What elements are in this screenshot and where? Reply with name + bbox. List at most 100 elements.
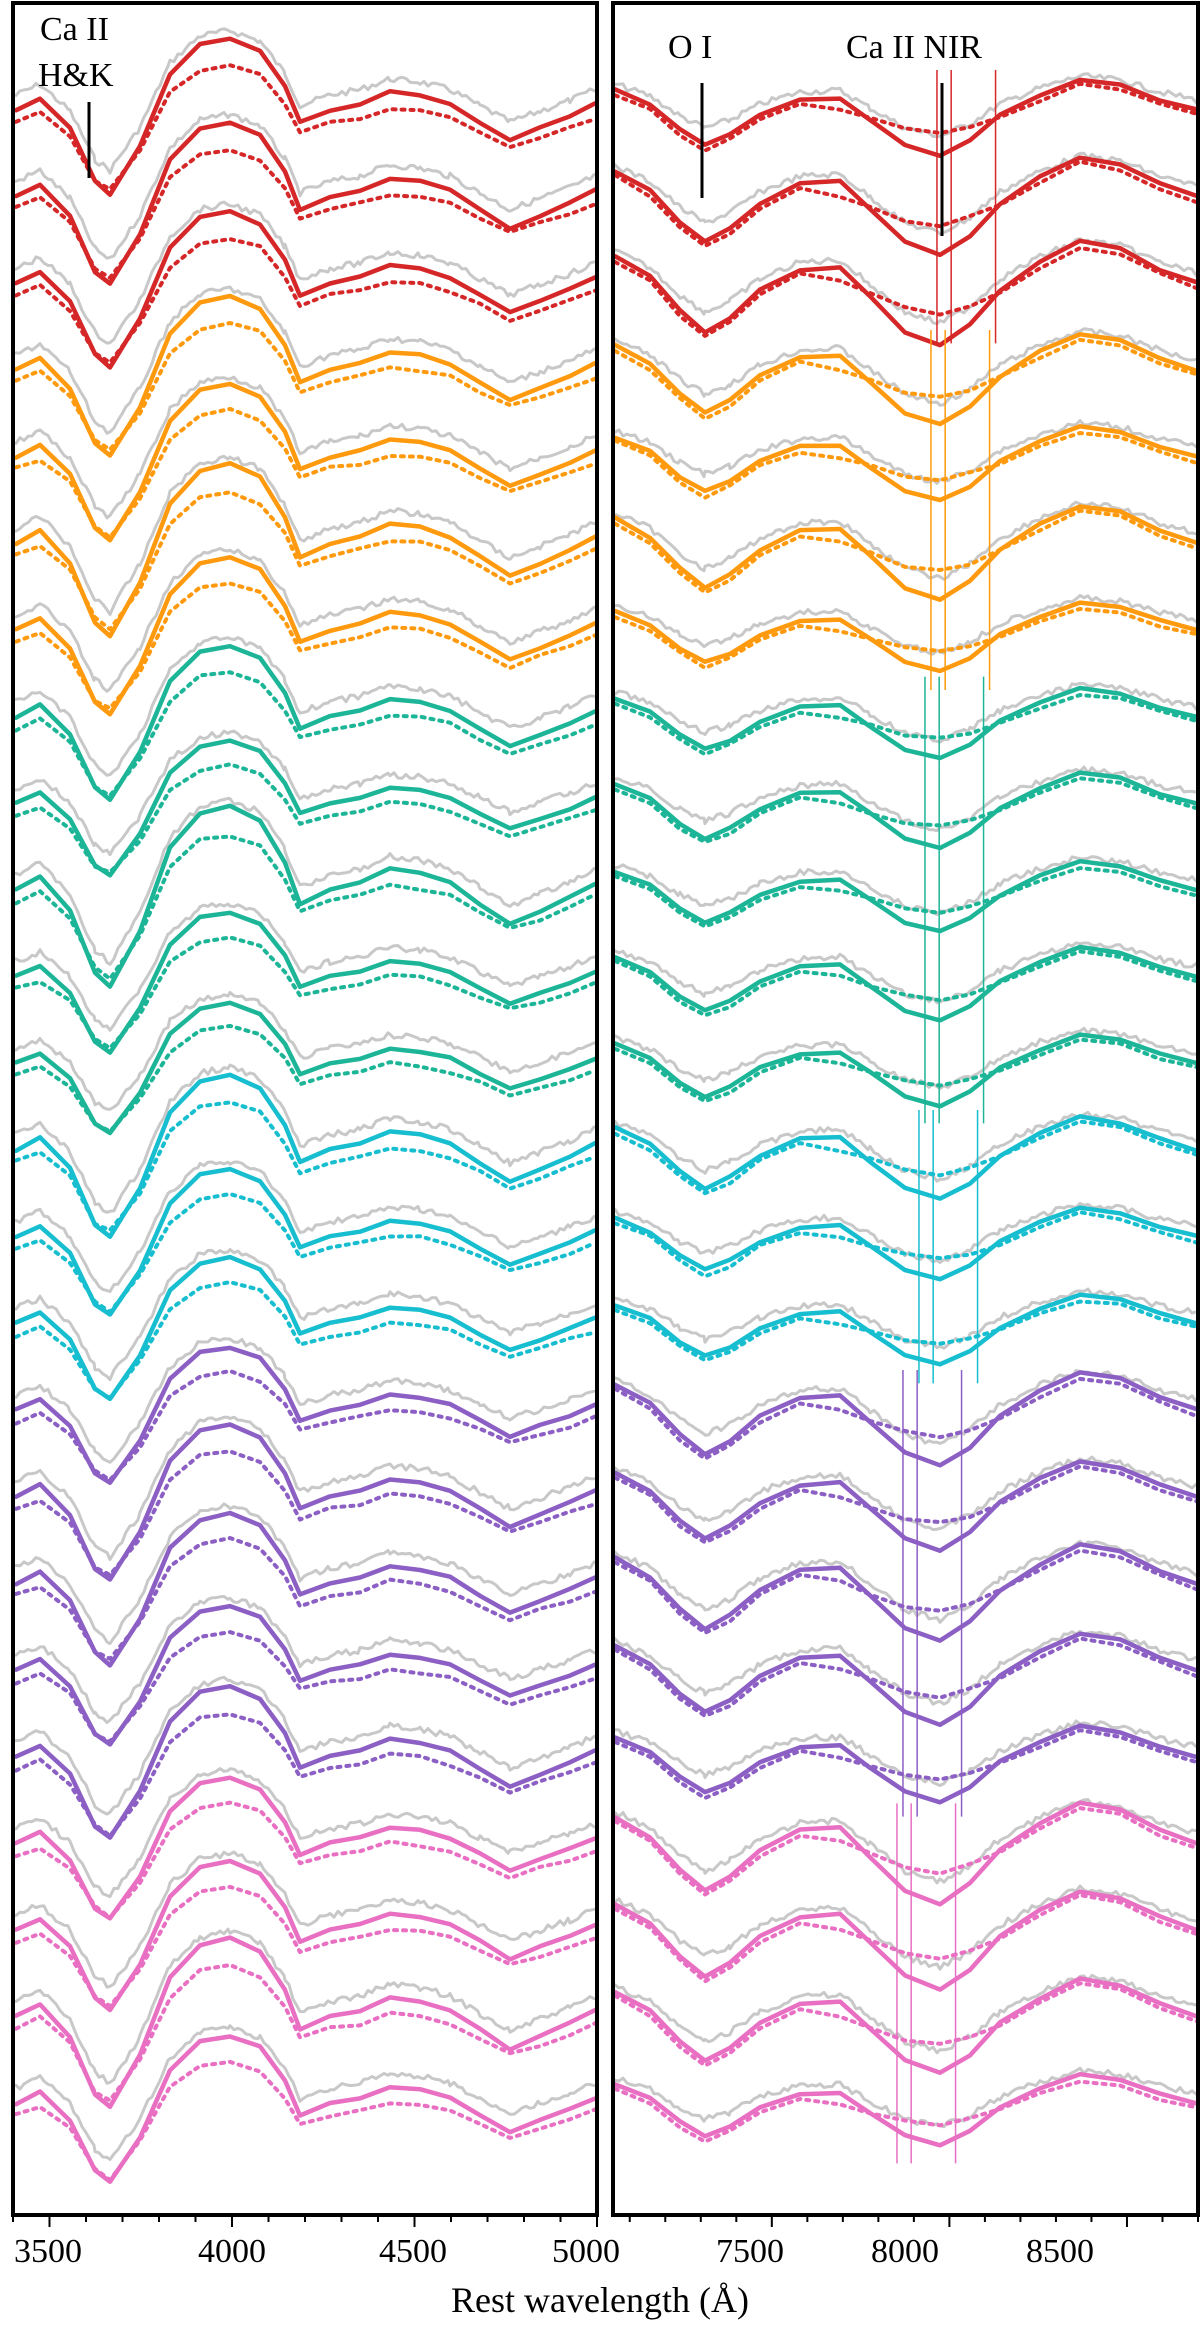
left-panel-spectra — [13, 27, 598, 2184]
model-solid-left — [13, 803, 598, 989]
observed-spectrum-right — [613, 151, 1198, 236]
observed-spectrum-right — [613, 1884, 1198, 1971]
model-dotted-left — [14, 762, 597, 875]
model-solid-right — [612, 1800, 1200, 1907]
model-solid-right — [612, 1032, 1200, 1109]
model-solid-left — [13, 1683, 598, 1840]
tick-label-4000: 4000 — [198, 2233, 266, 2270]
observed-spectrum-left — [14, 1675, 596, 1816]
model-solid-right — [612, 770, 1200, 851]
observed-spectrum-left — [14, 1063, 596, 1214]
model-dotted-left — [14, 935, 597, 1050]
x-axis-title: Rest wavelength (Å) — [451, 2280, 749, 2320]
model-dotted-right — [613, 1981, 1199, 2068]
model-dotted-right — [613, 693, 1199, 757]
model-solid-right — [612, 1114, 1200, 1201]
model-dotted-left — [14, 490, 597, 632]
observed-spectrum-right — [613, 1287, 1198, 1350]
tick-label-3500: 3500 — [14, 2233, 82, 2270]
observed-spectrum-right — [613, 1110, 1198, 1183]
observed-spectrum-right — [613, 1455, 1198, 1532]
model-dotted-right — [613, 508, 1199, 595]
model-solid-right — [612, 332, 1200, 427]
annotation-ca-ii-hk-line2: H&K — [38, 57, 114, 94]
model-solid-right — [612, 1205, 1200, 1282]
observed-spectrum-right — [613, 855, 1198, 916]
model-dotted-left — [14, 1800, 597, 1920]
model-dotted-left — [14, 670, 597, 798]
observed-spectrum-left — [14, 635, 596, 777]
model-dotted-left — [14, 1369, 597, 1482]
model-dotted-left — [14, 1630, 597, 1744]
model-dotted-left — [14, 581, 597, 711]
axis-ticks — [12, 2215, 1199, 2227]
model-solid-right — [612, 2071, 1200, 2148]
model-dotted-right — [613, 1464, 1199, 1545]
model-solid-left — [13, 208, 598, 370]
model-solid-left — [13, 555, 598, 717]
observed-spectrum-right — [613, 681, 1198, 744]
model-dotted-right — [613, 1376, 1199, 1461]
model-solid-right — [612, 504, 1200, 602]
model-dotted-right — [613, 1299, 1199, 1363]
observed-spectrum-left — [14, 1850, 596, 1989]
observed-spectrum-left — [14, 1415, 596, 1561]
model-dotted-right — [613, 1037, 1199, 1104]
observed-spectrum-left — [14, 285, 596, 435]
observed-spectrum-left — [14, 1927, 596, 2085]
model-solid-right — [612, 1292, 1200, 1367]
model-solid-right — [612, 1889, 1200, 1992]
model-dotted-right — [613, 337, 1199, 421]
observed-spectrum-left — [14, 990, 596, 1111]
model-dotted-right — [613, 1119, 1199, 1196]
observed-spectrum-left — [14, 1248, 596, 1382]
right-panel-frame — [611, 1, 1200, 2217]
model-solid-left — [13, 1345, 598, 1485]
model-solid-right — [612, 1631, 1200, 1728]
model-dotted-right — [613, 1636, 1199, 1718]
observed-spectrum-left — [14, 729, 596, 857]
model-solid-left — [13, 381, 598, 543]
observed-spectrum-left — [14, 1595, 596, 1724]
model-solid-right — [612, 1370, 1200, 1468]
observed-spectrum-left — [14, 111, 596, 260]
observed-spectrum-left — [14, 27, 596, 175]
model-solid-left — [13, 36, 598, 197]
model-solid-left — [13, 1603, 598, 1747]
model-solid-left — [13, 1254, 598, 1402]
model-dotted-right — [613, 246, 1199, 338]
model-solid-left — [13, 643, 598, 803]
model-solid-left — [13, 738, 598, 878]
observed-spectrum-left — [14, 454, 596, 616]
observed-spectrum-left — [14, 1336, 596, 1464]
model-dotted-right — [613, 2079, 1199, 2144]
observed-spectrum-left — [14, 2024, 596, 2161]
annotation-ca-ii-hk-line1: Ca II — [40, 11, 109, 48]
model-dotted-right — [613, 866, 1199, 929]
model-dotted-left — [14, 1963, 597, 2103]
model-solid-left — [13, 1072, 598, 1239]
model-solid-right — [612, 600, 1200, 674]
observed-spectrum-right — [613, 594, 1198, 656]
model-solid-right — [612, 685, 1200, 761]
observed-spectrum-left — [14, 1767, 596, 1899]
model-solid-left — [13, 460, 598, 639]
model-dotted-right — [613, 159, 1199, 248]
observed-spectrum-right — [613, 1026, 1198, 1091]
observed-spectrum-right — [613, 941, 1198, 1005]
observed-spectrum-right — [613, 1629, 1198, 1706]
model-dotted-right — [613, 431, 1199, 500]
tick-label-4500: 4500 — [379, 2233, 447, 2270]
model-solid-left — [13, 1858, 598, 2013]
model-dotted-left — [14, 406, 597, 540]
observed-spectrum-left — [14, 902, 596, 1032]
model-solid-right — [612, 238, 1200, 348]
model-solid-right — [612, 424, 1200, 503]
observed-spectrum-right — [613, 237, 1198, 326]
observed-spectrum-right — [613, 419, 1198, 485]
model-dotted-left — [14, 1100, 597, 1233]
model-solid-right — [612, 1542, 1200, 1643]
annotation-ca-ii-nir: Ca II NIR — [846, 29, 982, 66]
model-solid-right — [612, 1976, 1200, 2075]
